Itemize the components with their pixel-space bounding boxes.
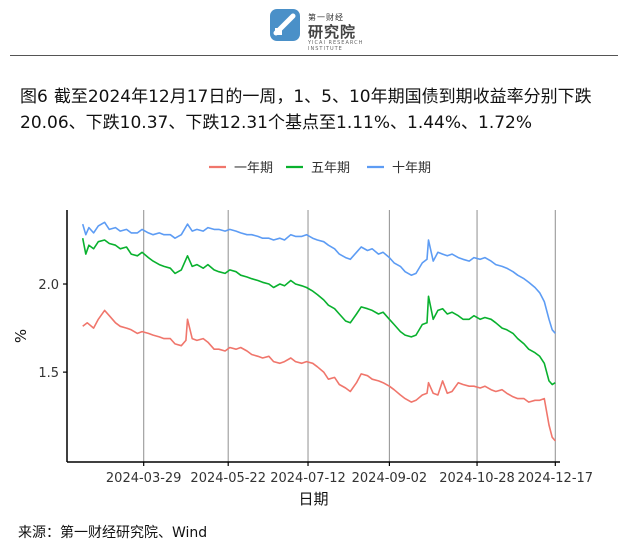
y-axis-title: % — [12, 329, 30, 343]
x-tick-label-5: 2024-12-17 — [518, 471, 594, 486]
source-note: 来源：第一财经研究院、Wind — [18, 525, 208, 541]
x-tick-label-1: 2024-05-22 — [190, 471, 266, 486]
yield-line-chart: 1.5 2.0 2024-03-29 2024-05-22 2024-07-12 2024… — [12, 161, 594, 508]
x-tick-label-3: 2024-09-02 — [352, 471, 428, 486]
brand-logo-icon — [270, 9, 300, 41]
report-header: 第一财经 研究院 YICAI RESEARCH INSTITUTE — [0, 0, 640, 58]
brand-logo-name: 研究院 — [308, 23, 357, 41]
x-tick-label-2: 2024-07-12 — [270, 471, 346, 486]
brand-logo-top-text: 第一财经 — [308, 13, 344, 22]
figure-caption: 截至2024年12月17日的一周，1、5、10年期国债到期收益率分别下跌20.0… — [20, 87, 592, 133]
brand-logo: 第一财经 研究院 YICAI RESEARCH INSTITUTE — [266, 6, 386, 52]
x-axis-title: 日期 — [298, 490, 328, 508]
figure-label: 图6 — [20, 87, 48, 107]
x-tick-label-4: 2024-10-28 — [439, 471, 515, 486]
y-tick-label-1: 2.0 — [38, 278, 59, 293]
legend-label-1: 五年期 — [311, 161, 350, 176]
series-line-1 — [81, 238, 556, 386]
brand-logo-subtitle: YICAI RESEARCH INSTITUTE — [308, 40, 364, 52]
legend-label-0: 一年期 — [234, 161, 273, 176]
series-line-0 — [82, 309, 556, 442]
series-line-2 — [81, 221, 556, 334]
figure-title: 图6 截至2024年12月17日的一周，1、5、10年期国债到期收益率分别下跌20… — [20, 84, 620, 136]
x-tick-label-0: 2024-03-29 — [106, 471, 182, 486]
legend-label-2: 十年期 — [392, 161, 431, 176]
header-divider — [10, 55, 618, 56]
y-tick-label-0: 1.5 — [38, 366, 59, 381]
